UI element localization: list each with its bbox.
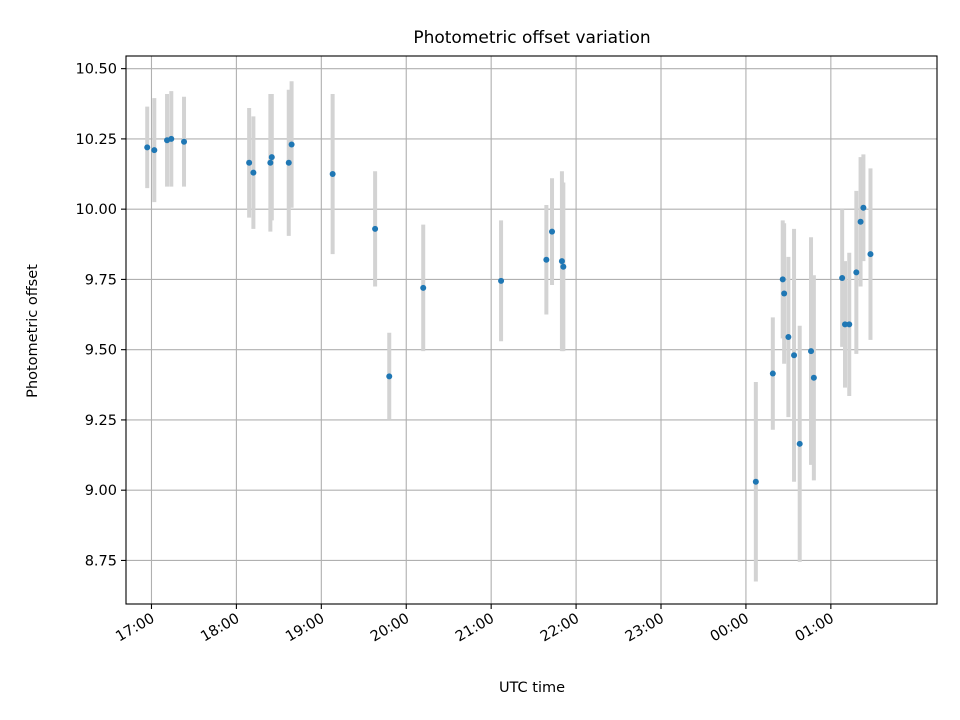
data-point: [560, 263, 567, 270]
y-tick-label: 10.25: [75, 132, 117, 148]
data-point: [420, 284, 427, 291]
data-point: [853, 269, 860, 276]
data-point: [846, 321, 853, 328]
data-point: [785, 334, 792, 341]
data-point: [781, 290, 788, 297]
data-point: [168, 135, 175, 142]
data-point: [246, 159, 253, 166]
data-point: [151, 147, 158, 154]
data-point: [810, 374, 817, 381]
data-point: [250, 169, 257, 176]
y-axis-label: Photometric offset: [25, 264, 41, 398]
y-axis-ticks: 8.75 9.00 9.25 9.50 9.75 10.00 10.25 10.50: [75, 62, 126, 569]
data-point: [549, 228, 556, 235]
data-point: [181, 138, 188, 145]
data-point: [839, 275, 846, 282]
gridlines: [126, 56, 937, 604]
data-point: [144, 144, 151, 151]
y-tick-label: 9.75: [85, 272, 117, 288]
data-point: [386, 373, 393, 380]
x-axis-label: UTC time: [499, 680, 565, 696]
data-point: [857, 218, 864, 225]
data-point: [372, 225, 379, 232]
data-point: [779, 276, 786, 283]
data-point: [842, 321, 849, 328]
data-point: [796, 440, 803, 447]
data-point: [285, 159, 292, 166]
data-point: [769, 370, 776, 377]
data-point: [543, 256, 550, 263]
data-point: [860, 204, 867, 211]
y-tick-label: 9.50: [85, 343, 117, 359]
chart-title: Photometric offset variation: [413, 28, 650, 48]
y-tick-label: 10.00: [75, 202, 117, 218]
data-point: [498, 277, 505, 284]
y-tick-label: 8.75: [85, 553, 117, 569]
data-point: [808, 348, 815, 355]
plot-frame: [125, 55, 938, 605]
y-tick-label: 10.50: [75, 62, 117, 78]
data-point: [867, 251, 874, 258]
data-point: [267, 159, 274, 166]
data-points: [144, 135, 874, 485]
data-point: [268, 154, 275, 161]
data-point: [791, 352, 798, 359]
data-point: [752, 478, 759, 485]
data-point: [288, 141, 295, 148]
y-tick-label: 9.25: [85, 413, 117, 429]
y-tick-label: 9.00: [85, 483, 117, 499]
data-point: [329, 171, 336, 178]
data-point: [558, 258, 565, 265]
